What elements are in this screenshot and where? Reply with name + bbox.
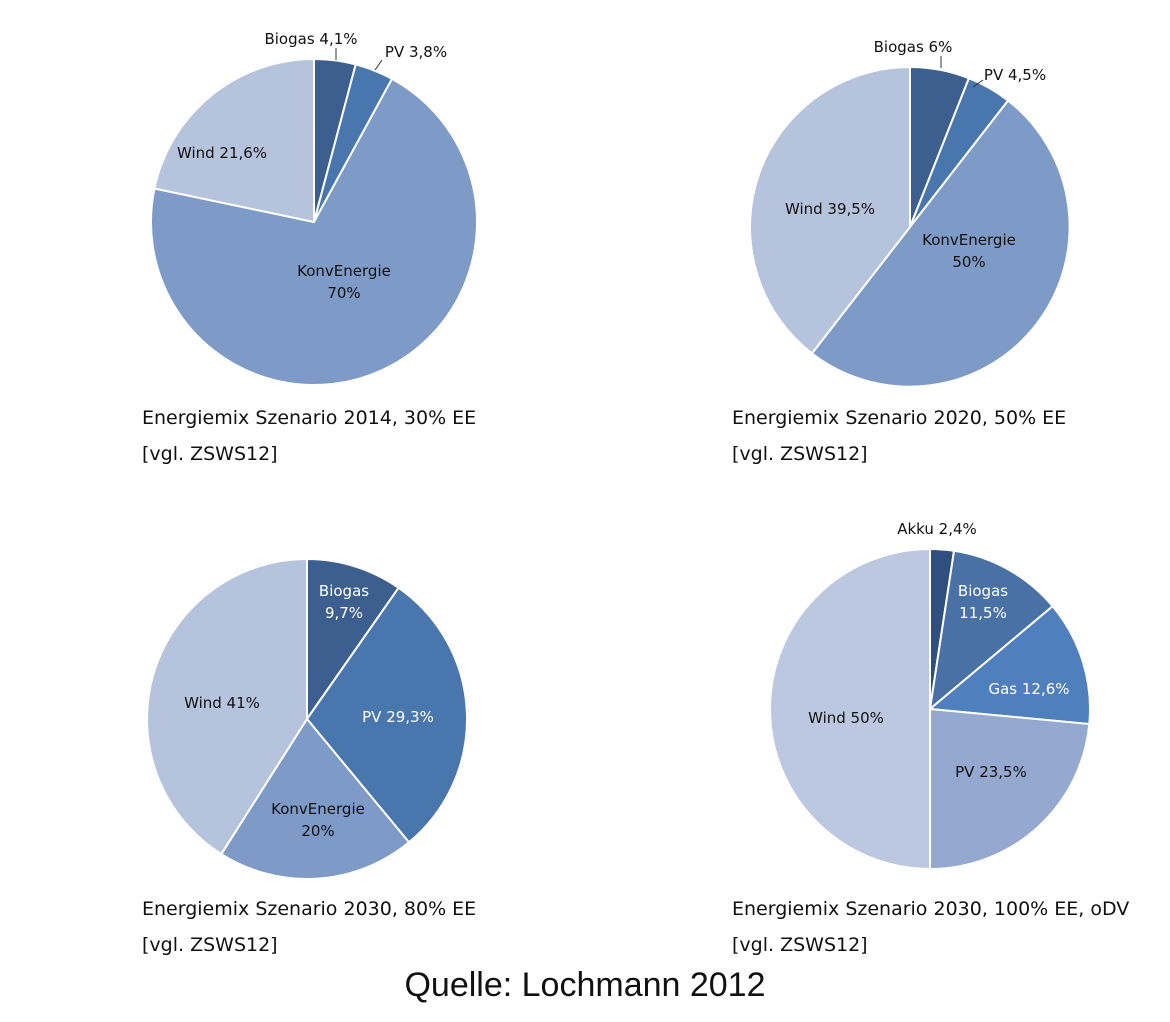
chart-subtitle: [vgl. ZSWS12] bbox=[732, 443, 868, 465]
pie-chart-2: Biogas 6% PV 4,5% KonvEnergie 50% Wind 39,5% bbox=[749, 38, 1071, 388]
slice-label-pv: PV 3,8% bbox=[385, 43, 447, 61]
pie-chart-3: Biogas 9,7% PV 29,3% KonvEnergie 20% Wind 41% bbox=[146, 557, 468, 880]
slice-label-wind: Wind 21,6% bbox=[177, 144, 267, 162]
slice-label-konvenergie: KonvEnergie 20% bbox=[271, 800, 365, 840]
slice-label-konvenergie: KonvEnergie 70% bbox=[297, 262, 391, 302]
chart-title: Energiemix Szenario 2030, 80% EE bbox=[142, 898, 477, 920]
chart-title: Energiemix Szenario 2030, 100% EE, oDV bbox=[732, 898, 1130, 920]
slice-label-biogas: Biogas 11,5% bbox=[958, 582, 1008, 622]
slice-label-gas: Gas 12,6% bbox=[988, 680, 1069, 698]
slice-label-wind: Wind 39,5% bbox=[785, 200, 875, 218]
pie-slice-wind bbox=[749, 65, 911, 355]
chart-caption-2: Energiemix Szenario 2020, 50% EE [vgl. Z… bbox=[732, 400, 1066, 472]
pie-slice-pv bbox=[305, 586, 468, 844]
pie-slice-wind bbox=[146, 557, 308, 856]
pie-slice-wind bbox=[769, 547, 931, 871]
slice-label-pv: PV 23,5% bbox=[955, 763, 1027, 781]
pie-slice-biogas bbox=[306, 557, 400, 723]
pie-slice-biogas bbox=[928, 549, 1055, 712]
source-note: Quelle: Lochmann 2012 bbox=[404, 966, 766, 1004]
slice-label-pv: PV 29,3% bbox=[362, 708, 434, 726]
chart-caption-3: Energiemix Szenario 2030, 80% EE [vgl. Z… bbox=[142, 891, 476, 963]
leader-line bbox=[972, 79, 984, 88]
leader-line bbox=[374, 59, 383, 71]
chart-caption-4: Energiemix Szenario 2030, 100% EE, oDV [… bbox=[732, 891, 1129, 963]
pie-slice-konvenergie bbox=[219, 717, 411, 880]
pie-slice-pv bbox=[929, 707, 1091, 871]
slice-label-biogas: Biogas 9,7% bbox=[319, 582, 369, 622]
slice-label-pv: PV 4,5% bbox=[984, 66, 1046, 84]
slice-label-biogas: Biogas 6% bbox=[874, 38, 953, 56]
chart-title: Energiemix Szenario 2014, 30% EE bbox=[142, 407, 477, 429]
pie-chart-1: Biogas 4,1% PV 3,8% KonvEnergie 70% Wind 21,… bbox=[150, 30, 478, 386]
chart-caption-1: Energiemix Szenario 2014, 30% EE [vgl. Z… bbox=[142, 400, 476, 472]
slice-label-biogas: Biogas 4,1% bbox=[264, 30, 357, 48]
pie-slice-gas bbox=[927, 604, 1091, 726]
pie-slice-wind bbox=[153, 57, 315, 224]
pie-chart-4: Akku 2,4% Biogas 11,5% Gas 12,6% PV 23,5% Win… bbox=[769, 520, 1091, 871]
chart-subtitle: [vgl. ZSWS12] bbox=[142, 934, 278, 956]
chart-subtitle: [vgl. ZSWS12] bbox=[142, 443, 278, 465]
slice-label-akku: Akku 2,4% bbox=[897, 520, 977, 538]
slice-label-wind: Wind 41% bbox=[184, 694, 260, 712]
slice-label-konvenergie: KonvEnergie 50% bbox=[922, 231, 1016, 271]
slice-label-wind: Wind 50% bbox=[808, 709, 884, 727]
pie-slice-konvenergie bbox=[150, 77, 478, 386]
pie-slice-konvenergie bbox=[810, 99, 1071, 388]
chart-title: Energiemix Szenario 2020, 50% EE bbox=[732, 407, 1067, 429]
chart-subtitle: [vgl. ZSWS12] bbox=[732, 934, 868, 956]
